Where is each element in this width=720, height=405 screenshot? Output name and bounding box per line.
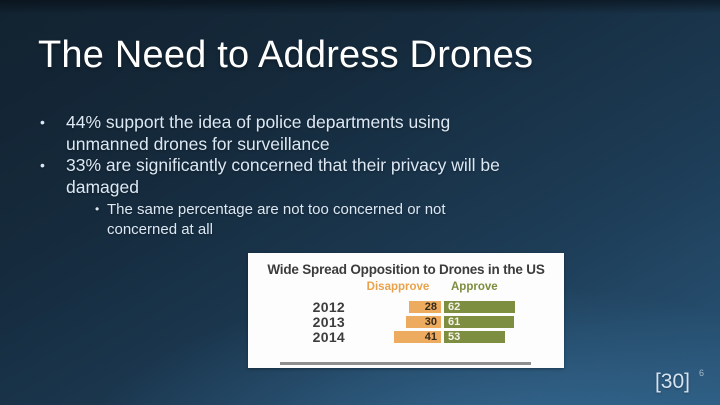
list-item: • 44% support the idea of police departm… <box>40 112 508 155</box>
bullet-list: • 44% support the idea of police departm… <box>40 112 508 239</box>
bullet-text: The same percentage are not too concerne… <box>107 201 446 238</box>
list-item-sub: • The same percentage are not too concer… <box>95 200 508 239</box>
bullet-icon: • <box>95 202 100 216</box>
disapprove-bar: 30 <box>406 315 441 328</box>
list-item: • 33% are significantly concerned that t… <box>40 155 508 198</box>
bullet-text: 44% support the idea of police departmen… <box>66 112 451 154</box>
chart-title: Wide Spread Opposition to Drones in the … <box>267 262 545 277</box>
approve-bar: 53 <box>444 330 505 343</box>
chart-rows: 2012 28 62 2013 30 61 2014 41 53 <box>248 298 564 345</box>
chart-row: 2013 30 61 <box>248 313 564 330</box>
chart-row: 2012 28 62 <box>248 298 564 315</box>
slide-number: 6 <box>698 368 704 378</box>
legend-approve: Approve <box>451 281 498 293</box>
disapprove-bar: 41 <box>394 330 441 343</box>
citation-reference: [30] <box>654 370 690 393</box>
bullet-icon: • <box>40 157 45 173</box>
chart-legend: Disapprove Approve <box>248 281 564 295</box>
legend-disapprove: Disapprove <box>366 281 430 293</box>
year-label: 2014 <box>312 328 345 345</box>
year-label: 2013 <box>312 313 345 330</box>
chart-baseline <box>280 362 531 365</box>
opposition-chart: Wide Spread Opposition to Drones in the … <box>248 253 564 368</box>
chart-row: 2014 41 53 <box>248 328 564 345</box>
disapprove-bar: 28 <box>409 300 441 313</box>
bullet-icon: • <box>40 114 45 130</box>
year-label: 2012 <box>312 298 345 315</box>
page-title: The Need to Address Drones <box>38 34 534 76</box>
bullet-text: 33% are significantly concerned that the… <box>66 155 500 197</box>
approve-bar: 61 <box>444 315 514 328</box>
approve-bar: 62 <box>444 300 515 313</box>
